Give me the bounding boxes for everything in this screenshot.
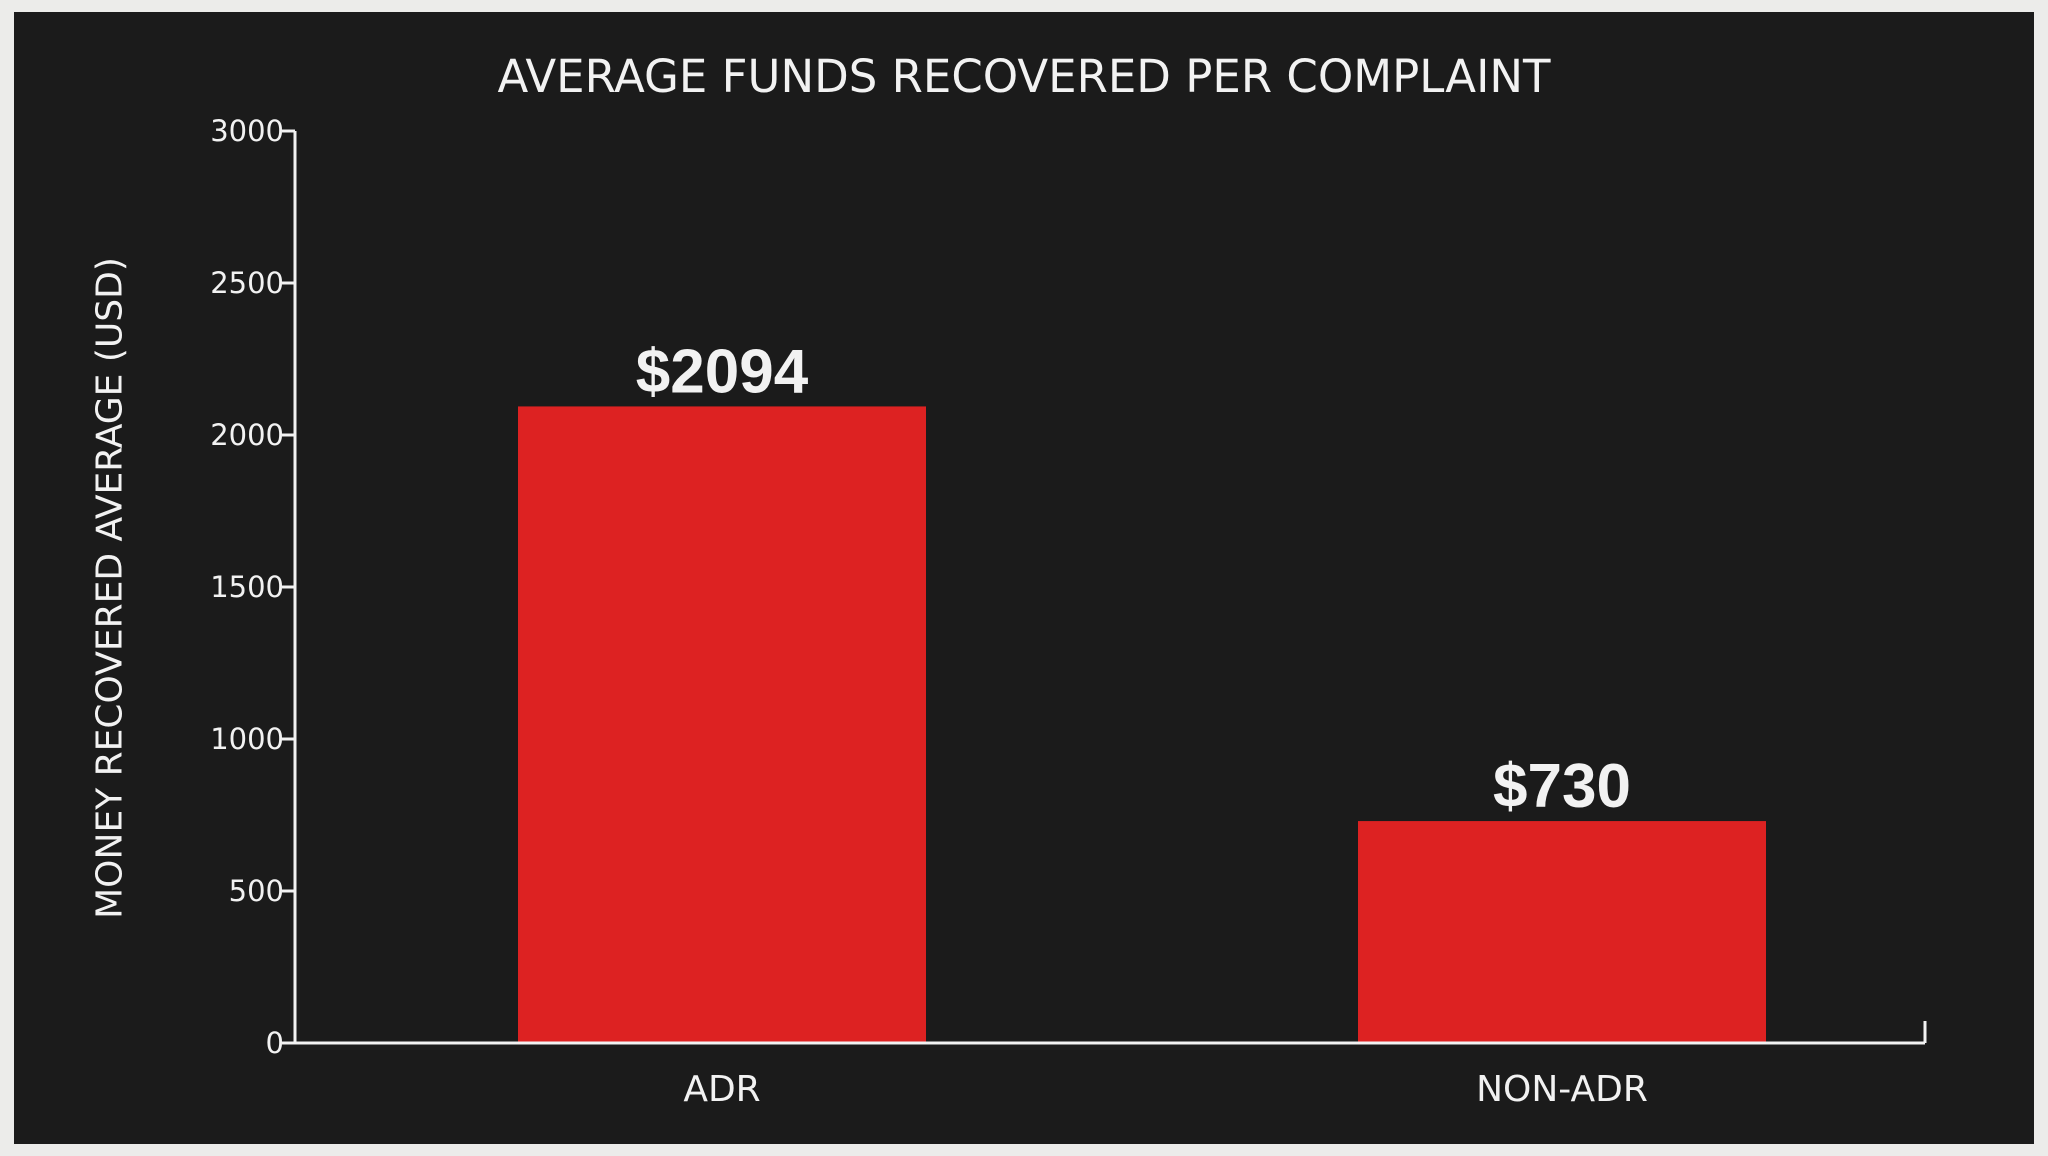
y-tick-label: 0 xyxy=(266,1026,284,1060)
data-label-non-adr: $730 xyxy=(1493,752,1631,821)
data-label-adr: $2094 xyxy=(636,337,809,406)
x-tick-label-non-adr: NON-ADR xyxy=(1476,1069,1648,1110)
bar-adr xyxy=(518,406,926,1043)
chart-title: AVERAGE FUNDS RECOVERED PER COMPLAINT xyxy=(497,50,1551,103)
y-tick-label: 500 xyxy=(229,874,284,908)
bar-non-adr xyxy=(1358,821,1766,1043)
y-tick-label: 3000 xyxy=(210,114,284,148)
y-tick-label: 1500 xyxy=(210,570,284,604)
x-tick-label-adr: ADR xyxy=(683,1069,760,1110)
y-tick-label: 2000 xyxy=(210,418,284,452)
y-tick-label: 1000 xyxy=(210,722,284,756)
y-tick-label: 2500 xyxy=(210,266,284,300)
